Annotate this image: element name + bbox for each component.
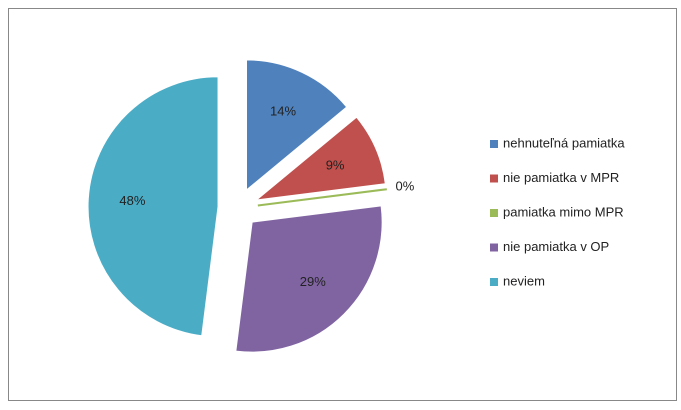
legend-label: pamiatka mimo MPR [503, 204, 624, 219]
legend-label: nehnuteľná pamiatka [503, 135, 625, 150]
legend-label: nie pamiatka v MPR [503, 170, 619, 185]
legend-swatch [490, 243, 498, 252]
data-label: 29% [300, 274, 326, 289]
legend-swatch [490, 209, 498, 217]
legend-swatch [490, 278, 498, 286]
pie-slice [257, 188, 387, 207]
legend-swatch [490, 140, 498, 148]
pie-slice [246, 59, 348, 191]
pie-slice [254, 116, 386, 201]
pie-slice [87, 76, 219, 337]
data-label: 48% [119, 193, 145, 208]
legend-label: neviem [503, 273, 545, 288]
data-label: 9% [326, 157, 345, 172]
legend-label: nie pamiatka v OP [503, 239, 609, 254]
data-label: 14% [270, 104, 296, 119]
data-label: 0% [395, 178, 414, 193]
legend-swatch [490, 174, 498, 183]
pie-slice [235, 205, 383, 353]
